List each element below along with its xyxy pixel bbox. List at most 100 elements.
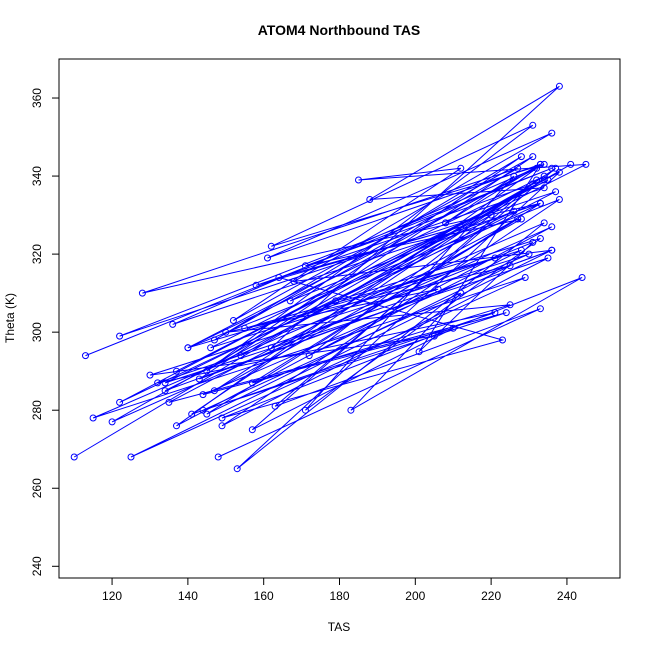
data-point xyxy=(199,406,207,414)
data-point xyxy=(529,121,537,129)
data-point xyxy=(510,207,518,215)
data-point xyxy=(434,285,442,293)
data-point xyxy=(536,160,544,168)
y-axis-label: Theta (K) xyxy=(3,293,17,343)
data-point xyxy=(218,422,226,430)
data-point xyxy=(203,410,211,418)
data-point xyxy=(332,297,340,305)
data-point xyxy=(521,274,529,281)
data-point xyxy=(517,215,525,223)
data-point xyxy=(548,129,556,137)
data-point xyxy=(415,348,423,356)
y-axis: 240 260 280 300 320 340 360 xyxy=(30,88,60,576)
data-point xyxy=(366,196,374,203)
data-point xyxy=(510,172,518,180)
data-point xyxy=(214,453,222,461)
data-point xyxy=(347,406,355,414)
data-point xyxy=(517,153,525,161)
x-tick-label: 160 xyxy=(254,589,274,603)
y-tick-label: 320 xyxy=(30,244,44,264)
data-point xyxy=(355,176,362,184)
data-point xyxy=(271,402,279,410)
data-point xyxy=(506,301,514,309)
data-point xyxy=(169,320,177,328)
data-point xyxy=(552,164,560,172)
x-tick-label: 220 xyxy=(481,589,501,603)
data-point xyxy=(548,246,556,254)
data-point xyxy=(457,164,465,172)
y-tick-label: 360 xyxy=(30,88,44,108)
x-tick-label: 240 xyxy=(557,589,577,603)
data-point xyxy=(173,422,180,430)
y-tick-label: 240 xyxy=(30,556,44,576)
data-point xyxy=(184,344,192,352)
data-point xyxy=(529,238,537,246)
data-point xyxy=(116,332,124,340)
data-point xyxy=(555,196,563,203)
data-point xyxy=(567,160,575,168)
data-point xyxy=(286,297,294,305)
data-point xyxy=(70,453,78,461)
data-point xyxy=(533,176,541,184)
data-point xyxy=(154,379,162,387)
data-point xyxy=(578,274,586,281)
data-point xyxy=(127,453,135,461)
data-point xyxy=(457,223,465,231)
series-line xyxy=(73,132,587,458)
x-tick-label: 140 xyxy=(178,589,198,603)
data-point xyxy=(536,199,544,207)
data-point xyxy=(487,211,495,219)
series-line xyxy=(157,85,583,458)
data-point xyxy=(540,219,548,227)
data-point xyxy=(305,352,313,360)
data-point xyxy=(82,352,89,360)
data-point xyxy=(195,375,203,383)
data-point xyxy=(267,344,275,352)
data-point xyxy=(222,328,230,336)
data-point xyxy=(544,176,552,184)
data-point xyxy=(536,305,544,313)
data-point xyxy=(146,371,154,379)
data-point xyxy=(252,281,260,289)
data-point xyxy=(540,172,548,180)
y-tick-label: 280 xyxy=(30,400,44,420)
data-point xyxy=(442,219,450,227)
data-point xyxy=(116,398,124,406)
plot-frame xyxy=(58,58,621,579)
data-point xyxy=(552,188,560,196)
chart-title: ATOM4 Northbound TAS xyxy=(258,22,421,38)
series-line xyxy=(85,124,571,470)
y-tick-label: 340 xyxy=(30,166,44,186)
x-tick-label: 120 xyxy=(102,589,122,603)
data-point xyxy=(267,242,275,250)
data-point xyxy=(525,250,533,258)
data-point xyxy=(540,184,548,192)
data-point xyxy=(491,309,499,317)
data-point xyxy=(173,367,180,375)
data-point xyxy=(188,410,196,418)
y-tick-label: 260 xyxy=(30,478,44,498)
data-point xyxy=(555,82,563,90)
data-point xyxy=(536,235,544,242)
data-point xyxy=(165,398,173,406)
data-point xyxy=(248,379,256,387)
y-tick-label: 300 xyxy=(30,322,44,342)
data-point xyxy=(544,254,552,262)
x-axis-label: TAS xyxy=(328,620,350,634)
data-point xyxy=(514,215,522,223)
data-point xyxy=(275,274,283,281)
data-point xyxy=(89,414,97,422)
data-point xyxy=(499,336,506,344)
data-point xyxy=(301,406,309,414)
x-tick-label: 180 xyxy=(329,589,349,603)
data-point xyxy=(108,418,116,426)
data-point xyxy=(207,344,215,352)
data-point xyxy=(548,223,556,231)
data-point xyxy=(138,289,146,297)
data-point xyxy=(457,289,465,297)
data-point xyxy=(529,180,537,188)
data-point xyxy=(218,414,226,422)
data-point xyxy=(229,317,237,324)
data-point xyxy=(248,426,256,434)
